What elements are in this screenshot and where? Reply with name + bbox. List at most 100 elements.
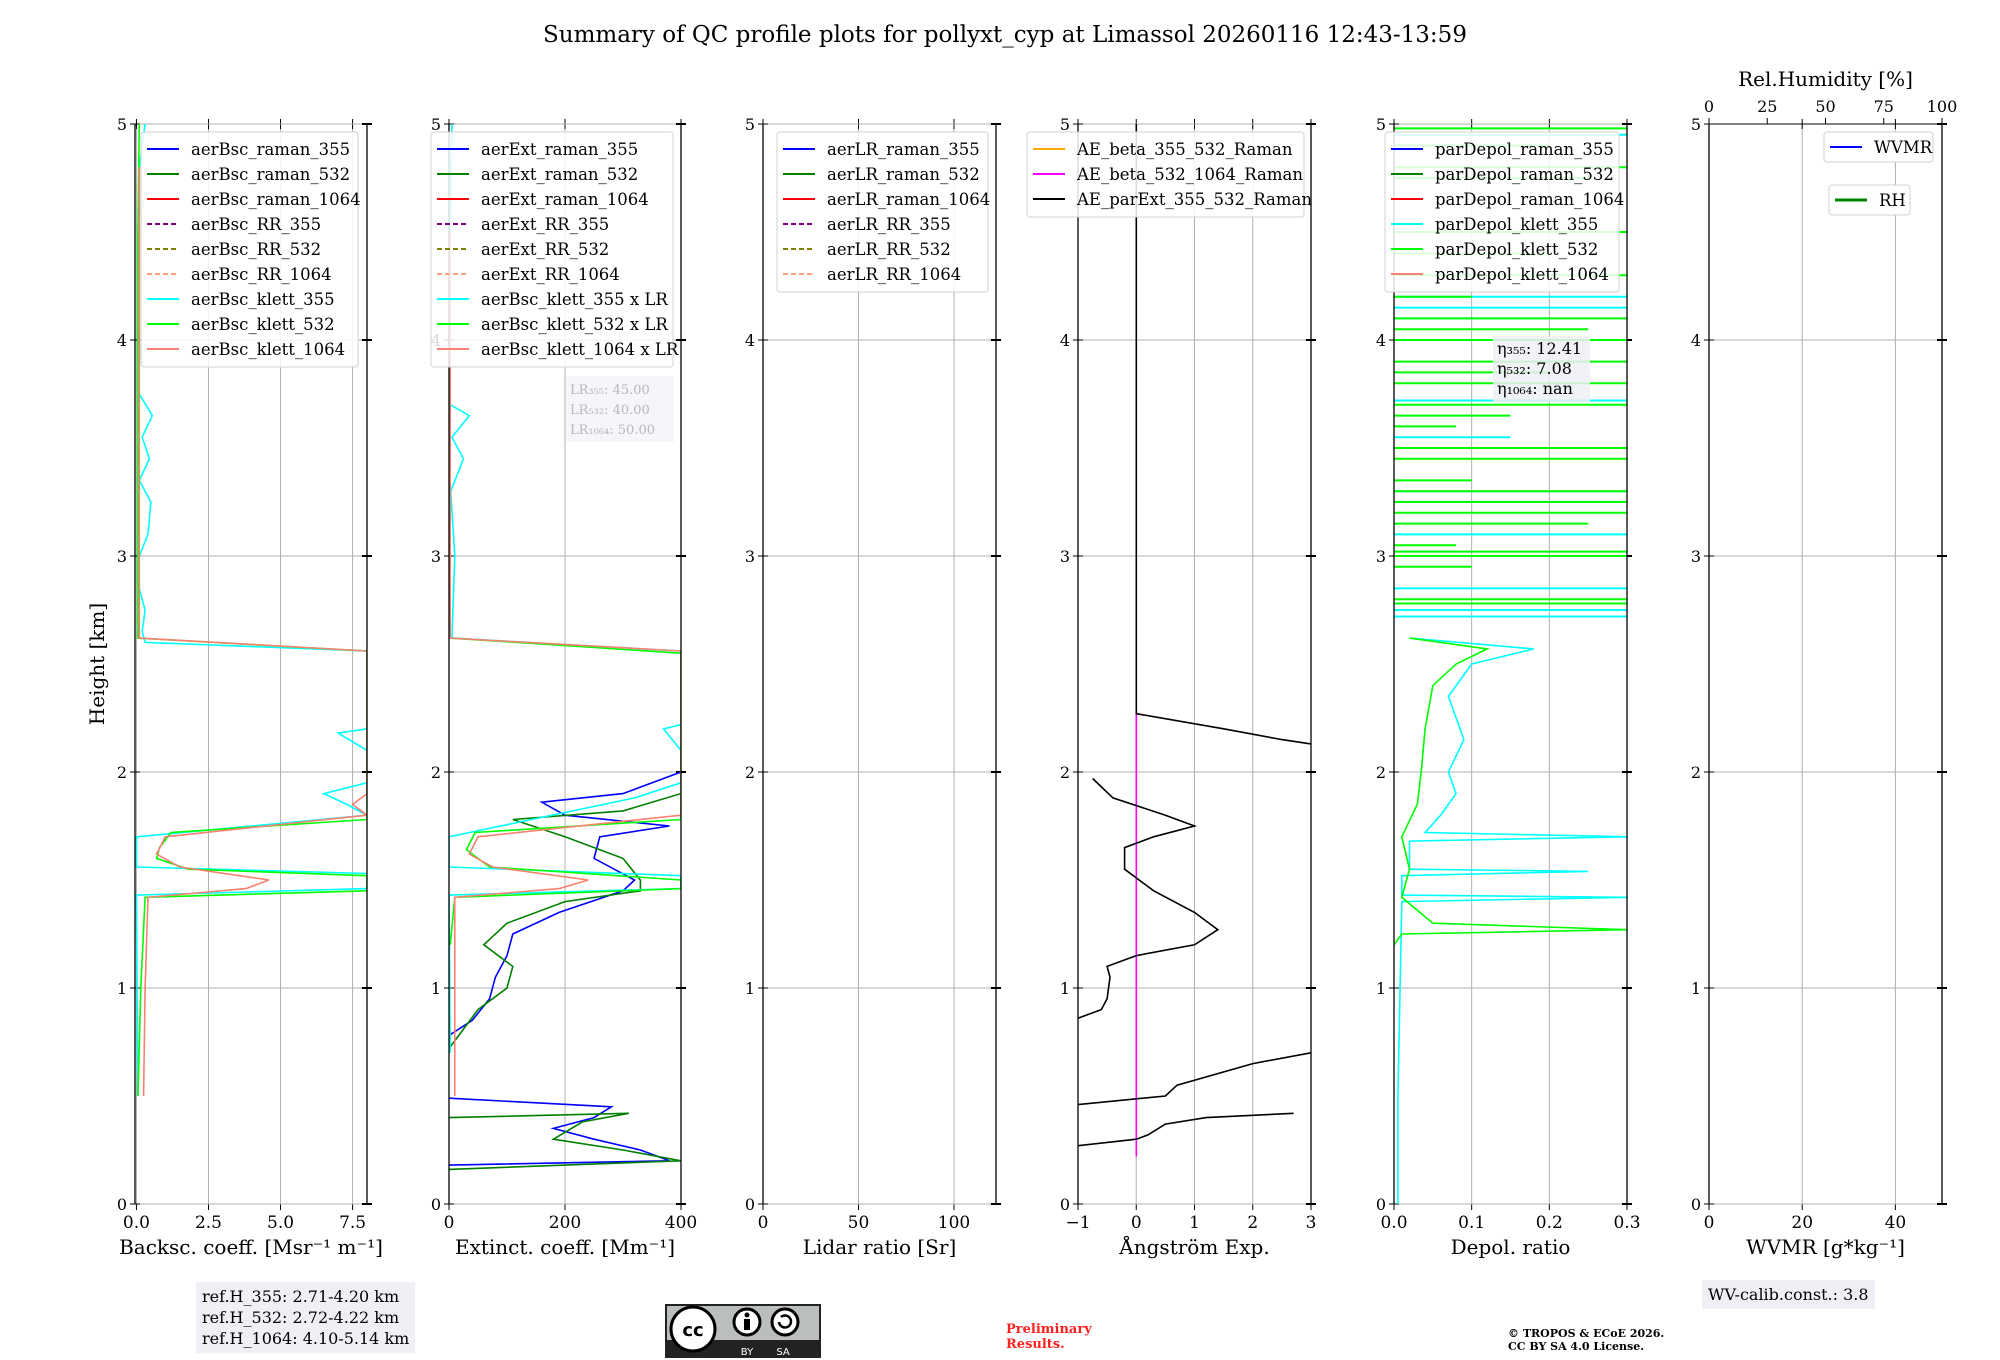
top-x-tick-label: 25 — [1757, 97, 1777, 116]
legend-label: aerBsc_klett_355 — [191, 290, 335, 309]
reference-height-box: ref.H_355: 2.71-4.20 km ref.H_532: 2.72-… — [196, 1282, 416, 1353]
panel-5: 0.0 0.1 0.2 0.3 0 1 2 3 4 5 Depol. ratio parDepol_r… — [1376, 115, 1641, 1259]
y-tick-label: 3 — [431, 547, 441, 566]
legend-label: parDepol_klett_355 — [1435, 215, 1598, 234]
legend-label: AE_parExt_355_532_Raman — [1076, 190, 1312, 209]
y-tick-label: 0 — [117, 1195, 127, 1214]
y-tick-label: 4 — [117, 331, 127, 350]
copyright-line-2: CC BY SA 4.0 License. — [1508, 1340, 1645, 1353]
legend-label: aerExt_RR_532 — [481, 240, 609, 259]
y-tick-label: 0 — [1691, 1195, 1701, 1214]
legend-label: aerExt_RR_1064 — [481, 265, 620, 284]
annotation-line: LR₅₃₂: 40.00 — [570, 403, 650, 418]
x-tick-label: 5.0 — [267, 1213, 294, 1233]
x-tick-label: 7.5 — [339, 1213, 366, 1233]
data-layer — [135, 124, 367, 1097]
legend-frame — [1384, 131, 1620, 293]
legend-label: aerBsc_raman_355 — [191, 140, 350, 159]
panel-2: 0200400012345Extinct. coeff. [Mm⁻¹]aerEx… — [430, 115, 697, 1259]
legend: aerBsc_raman_355 aerBsc_raman_532 aerBsc_r… — [140, 131, 361, 368]
x-tick-label: 0.1 — [1458, 1213, 1485, 1233]
legend: aerExt_raman_355 aerExt_raman_532 aerExt_r… — [430, 131, 679, 368]
x-tick-label: 20 — [1791, 1213, 1813, 1233]
legend-label: parDepol_klett_532 — [1435, 240, 1598, 259]
legend-frame — [1828, 184, 1911, 216]
x-tick-label: 0 — [758, 1213, 769, 1233]
series-line-AE_parExt_355_532_Raman — [1078, 1112, 1294, 1147]
legend-label: aerBsc_klett_532 — [191, 315, 335, 334]
series-line-aerExt_raman_355 — [449, 771, 681, 1037]
y-tick-label: 0 — [745, 1195, 755, 1214]
legend-label: parDepol_raman_1064 — [1435, 190, 1624, 209]
y-tick-label: 1 — [431, 979, 441, 998]
y-tick-label: 5 — [1060, 115, 1070, 134]
legend-label: aerLR_raman_532 — [827, 165, 980, 184]
x-tick-label: 50 — [848, 1213, 870, 1233]
y-tick-label: 1 — [1060, 979, 1070, 998]
cc-by-label: BY — [741, 1347, 754, 1358]
preliminary-line-2: Results. — [1006, 1337, 1065, 1352]
legend-label: WVMR — [1874, 138, 1933, 157]
y-tick-label: 4 — [1376, 331, 1386, 350]
x-tick-label: 0.2 — [1536, 1213, 1563, 1233]
legend-label: aerBsc_klett_355 x LR — [481, 290, 668, 309]
x-axis-label: Depol. ratio — [1451, 1235, 1571, 1259]
legend-label: aerExt_raman_532 — [481, 165, 638, 184]
top-x-tick-label: 100 — [1927, 97, 1958, 116]
x-tick-label: 2.5 — [195, 1213, 222, 1233]
legend-frame — [1026, 131, 1305, 218]
annotation-box — [566, 376, 674, 442]
legend: AE_beta_355_532_Raman AE_beta_532_1064_Ra… — [1026, 131, 1312, 218]
legend-label: parDepol_raman_532 — [1435, 165, 1614, 184]
legend-frame — [776, 131, 989, 293]
legend-label: aerLR_RR_355 — [827, 215, 951, 234]
data-layer — [1394, 127, 1627, 1204]
legend: parDepol_raman_355 parDepol_raman_532 parD… — [1384, 131, 1624, 293]
legend-label: aerLR_RR_1064 — [827, 265, 961, 284]
legend-label: aerBsc_RR_355 — [191, 215, 321, 234]
y-tick-label: 0 — [431, 1195, 441, 1214]
legend-label: aerLR_raman_355 — [827, 140, 980, 159]
y-tick-label: 3 — [1376, 547, 1386, 566]
legend-frame — [140, 131, 359, 368]
y-tick-label: 4 — [1060, 331, 1070, 350]
series-line-AE_parExt_355_532_Raman — [1078, 777, 1220, 1019]
copyright-notice: © TROPOS & ECoE 2026. CC BY SA 4.0 Licen… — [1508, 1327, 1664, 1353]
legend-label: aerExt_raman_1064 — [481, 190, 649, 209]
legend-label: aerExt_RR_355 — [481, 215, 609, 234]
legend-label: aerLR_raman_1064 — [827, 190, 990, 209]
legend-label: RH — [1879, 191, 1906, 210]
x-tick-label: 200 — [549, 1213, 581, 1233]
x-tick-label: 100 — [938, 1213, 970, 1233]
y-tick-label: 0 — [1376, 1195, 1386, 1214]
y-tick-label: 1 — [1691, 979, 1701, 998]
y-tick-label: 2 — [1691, 763, 1701, 782]
x-tick-label: 0 — [1704, 1213, 1715, 1233]
copyright-line-1: © TROPOS & ECoE 2026. — [1508, 1327, 1665, 1340]
svg-text:cc: cc — [682, 1320, 703, 1341]
x-tick-label: 3 — [1306, 1213, 1317, 1233]
top-x-axis-label: Rel.Humidity [%] — [1738, 67, 1913, 91]
legend-rh: RH — [1828, 184, 1911, 216]
annotation-line: LR₃₅₅: 45.00 — [570, 383, 650, 398]
x-axis-label: WVMR [g*kg⁻¹] — [1746, 1235, 1905, 1259]
legend-label: aerLR_RR_532 — [827, 240, 951, 259]
data-layer — [1078, 124, 1311, 1157]
legend-label: AE_beta_355_532_Raman — [1076, 140, 1293, 159]
y-tick-label: 5 — [745, 115, 755, 134]
top-x-tick-label: 75 — [1874, 97, 1894, 116]
legend: aerLR_raman_355 aerLR_raman_532 aerLR_rama… — [776, 131, 990, 293]
legend-frame — [430, 131, 674, 368]
y-tick-label: 1 — [117, 979, 127, 998]
x-tick-label: 0.0 — [123, 1213, 150, 1233]
top-x-tick-label: 50 — [1815, 97, 1835, 116]
series-line-aerBsc_klett_1064 — [138, 167, 367, 1097]
series-line-aerBsc_klett_355-x-LR — [449, 124, 681, 1053]
x-axis-label: Backsc. coeff. [Msr⁻¹ m⁻¹] — [119, 1235, 383, 1259]
ref-height-1064: ref.H_1064: 4.10-5.14 km — [202, 1329, 410, 1348]
ref-height-532: ref.H_532: 2.72-4.22 km — [202, 1308, 400, 1327]
